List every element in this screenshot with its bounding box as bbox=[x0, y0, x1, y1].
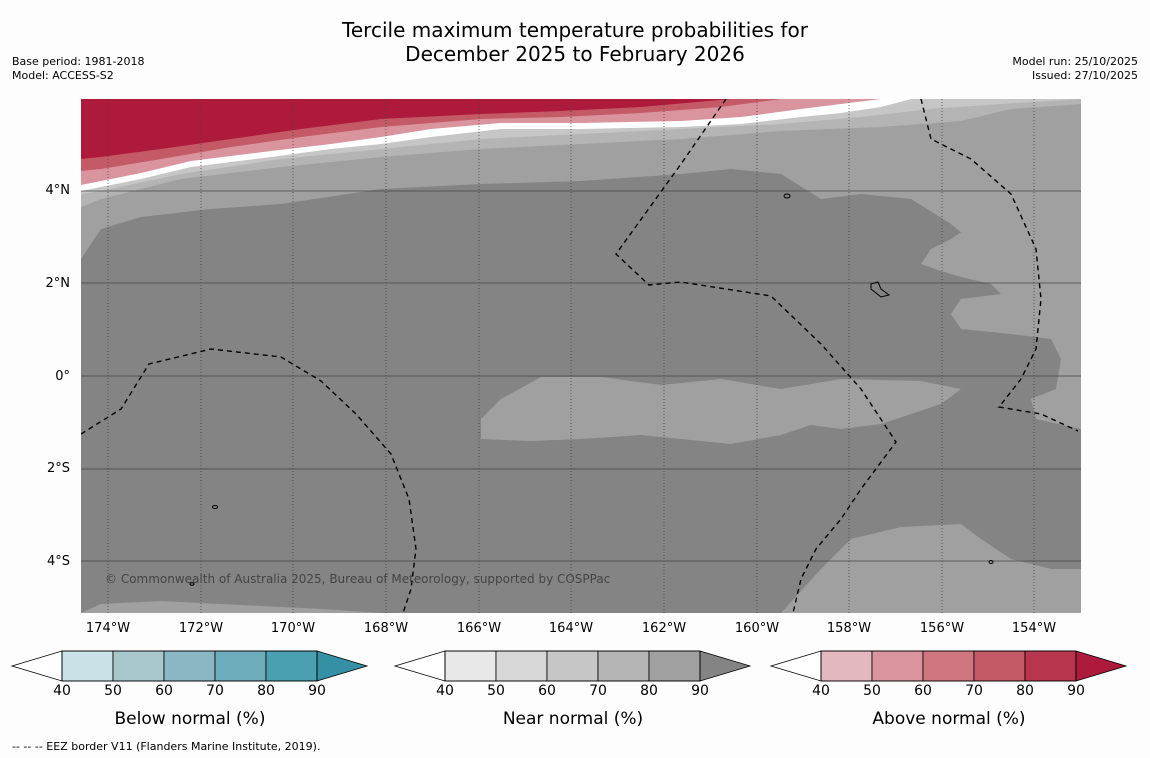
colorbar-above-tick: 40 bbox=[812, 683, 830, 699]
map-title: Tercile maximum temperature probabilitie… bbox=[0, 18, 1150, 66]
colorbar-above-segment bbox=[820, 650, 873, 682]
colorbar-above-title: Above normal (%) bbox=[872, 709, 1026, 729]
colorbar-near-tick: 50 bbox=[487, 683, 505, 699]
lon-label-162w: 162°W bbox=[641, 621, 687, 636]
colorbar-near-frame bbox=[444, 650, 701, 682]
colorbar-above-tick: 80 bbox=[1016, 683, 1034, 699]
island bbox=[870, 281, 891, 298]
colorbar-above-frame bbox=[820, 650, 1077, 682]
island bbox=[189, 582, 195, 586]
island bbox=[212, 505, 218, 509]
colorbar-below-tick: 50 bbox=[104, 683, 122, 699]
model-name: Model: ACCESS-S2 bbox=[12, 69, 114, 82]
colorbar-below-min-triangle bbox=[10, 650, 63, 682]
colorbar-below-segment bbox=[163, 650, 216, 682]
colorbar-below-tick: 40 bbox=[53, 683, 71, 699]
colorbar-below-max-triangle bbox=[316, 650, 369, 682]
colorbar-above-tick: 60 bbox=[914, 683, 932, 699]
colorbar-below-tick: 60 bbox=[155, 683, 173, 699]
base-period: Base period: 1981-2018 bbox=[12, 55, 145, 68]
colorbar-above-segment bbox=[922, 650, 975, 682]
colorbars bbox=[10, 650, 1128, 682]
island bbox=[783, 193, 791, 199]
near-normal-80-southwest bbox=[81, 601, 381, 613]
meta-left: Base period: 1981-2018 Model: ACCESS-S2 bbox=[12, 55, 144, 83]
eez-borders bbox=[81, 99, 1079, 613]
colorbar-below-segment bbox=[265, 650, 318, 682]
colorbar-near-segment bbox=[597, 650, 650, 682]
near-normal-80-east bbox=[921, 209, 1081, 429]
above-normal-90-band bbox=[81, 99, 731, 159]
colorbar-below-segment bbox=[214, 650, 267, 682]
colorbar-near-min-triangle bbox=[393, 650, 446, 682]
colorbar-below-tick: 80 bbox=[257, 683, 275, 699]
lat-label-4n: 4°N bbox=[45, 183, 71, 198]
colorbar-above-normal bbox=[769, 650, 1128, 682]
eez-border-central bbox=[615, 99, 897, 613]
colorbar-above-segment bbox=[1024, 650, 1077, 682]
lat-label-2s: 2°S bbox=[46, 461, 70, 476]
eez-border-west bbox=[81, 348, 417, 613]
lon-label-174w: 174°W bbox=[85, 621, 131, 636]
colorbar-near-segment bbox=[648, 650, 701, 682]
colorbar-near-segment bbox=[495, 650, 548, 682]
colorbar-above-tick: 50 bbox=[863, 683, 881, 699]
lon-label-166w: 166°W bbox=[456, 621, 502, 636]
colorbar-above-segment bbox=[871, 650, 924, 682]
colorbar-near-tick: 80 bbox=[640, 683, 658, 699]
footnote-eez: -- -- -- EEZ border V11 (Flanders Marine… bbox=[12, 740, 321, 753]
colorbar-below-frame bbox=[61, 650, 318, 682]
colorbar-near-tick: 40 bbox=[436, 683, 454, 699]
colorbar-near-tick: 70 bbox=[589, 683, 607, 699]
colorbar-above-max-triangle bbox=[1075, 650, 1128, 682]
graticule bbox=[81, 99, 1081, 613]
colorbar-near-segment bbox=[444, 650, 497, 682]
lon-label-160w: 160°W bbox=[734, 621, 780, 636]
colorbar-above-tick: 70 bbox=[965, 683, 983, 699]
colorbar-near-tick: 90 bbox=[691, 683, 709, 699]
colorbar-below-tick: 70 bbox=[206, 683, 224, 699]
lat-label-0: 0° bbox=[55, 369, 70, 384]
copyright-text: © Commonwealth of Australia 2025, Bureau… bbox=[105, 572, 611, 586]
model-run: Model run: 25/10/2025 bbox=[1012, 55, 1138, 68]
lon-label-156w: 156°W bbox=[919, 621, 965, 636]
colorbar-below-segment bbox=[112, 650, 165, 682]
colorbar-above-tick: 90 bbox=[1067, 683, 1085, 699]
colorbar-near-segment bbox=[546, 650, 599, 682]
colorbar-below-normal bbox=[10, 650, 369, 682]
colorbar-above-segment bbox=[973, 650, 1026, 682]
map-area[interactable] bbox=[81, 99, 1081, 613]
meta-right: Model run: 25/10/2025 Issued: 27/10/2025 bbox=[1012, 55, 1138, 83]
near-normal-80-equator bbox=[481, 377, 961, 444]
near-normal-80-southeast bbox=[781, 524, 1081, 613]
colorbar-above-min-triangle bbox=[769, 650, 822, 682]
lat-label-2n: 2°N bbox=[45, 276, 71, 291]
islands bbox=[189, 193, 994, 586]
lon-label-172w: 172°W bbox=[178, 621, 224, 636]
lon-label-158w: 158°W bbox=[826, 621, 872, 636]
lon-label-164w: 164°W bbox=[548, 621, 594, 636]
issued-date: Issued: 27/10/2025 bbox=[1031, 69, 1138, 82]
colorbar-below-tick: 90 bbox=[308, 683, 326, 699]
title-line-2: December 2025 to February 2026 bbox=[405, 42, 745, 66]
lon-label-168w: 168°W bbox=[363, 621, 409, 636]
lon-label-154w: 154°W bbox=[1011, 621, 1057, 636]
colorbar-below-title: Below normal (%) bbox=[114, 709, 266, 729]
colorbar-near-normal bbox=[393, 650, 752, 682]
colorbar-near-tick: 60 bbox=[538, 683, 556, 699]
colorbar-below-segment bbox=[61, 650, 114, 682]
lon-label-170w: 170°W bbox=[270, 621, 316, 636]
colorbar-near-max-triangle bbox=[699, 650, 752, 682]
lat-label-4s: 4°S bbox=[46, 554, 70, 569]
title-line-1: Tercile maximum temperature probabilitie… bbox=[342, 18, 808, 42]
colorbar-near-title: Near normal (%) bbox=[502, 709, 644, 729]
island bbox=[988, 560, 994, 564]
